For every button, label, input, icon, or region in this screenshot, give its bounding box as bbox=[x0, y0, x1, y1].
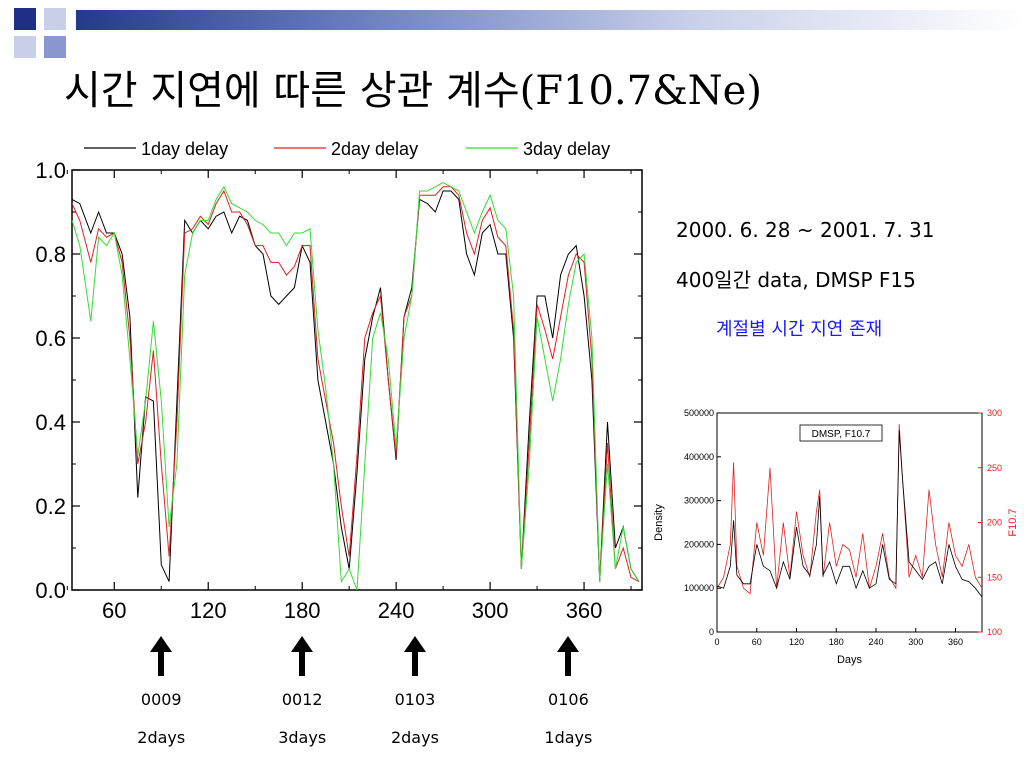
legend-label-1: 1day delay bbox=[141, 139, 228, 159]
legend-label-3: 3day delay bbox=[523, 139, 610, 159]
inset-y2-label: F10.7 bbox=[1007, 508, 1019, 536]
period-text: 2000. 6. 28 ~ 2001. 7. 31 bbox=[676, 218, 935, 242]
slide-title: 시간 지연에 따른 상관 계수(F10.7&Ne) bbox=[64, 68, 762, 114]
marker-delay: 1days bbox=[544, 728, 593, 747]
inset-title-box bbox=[799, 424, 883, 442]
up-arrow-icon bbox=[150, 636, 173, 676]
inset-y2-tick-label: 300 bbox=[987, 408, 1002, 418]
inset-x-tick-label: 120 bbox=[789, 637, 804, 647]
inset-y2-tick-label: 200 bbox=[987, 518, 1002, 528]
density-line bbox=[716, 430, 983, 598]
inset-y2-tick-label: 250 bbox=[987, 463, 1002, 473]
inset-y2-tick-label: 100 bbox=[987, 627, 1002, 637]
series-line-3 bbox=[71, 182, 640, 591]
inset-x-tick-label: 60 bbox=[752, 637, 762, 647]
marker-delay: 3days bbox=[278, 728, 327, 747]
x-tick-label: 300 bbox=[472, 598, 509, 623]
inset-x-tick-label: 240 bbox=[868, 637, 883, 647]
y-tick-label: 0.0 bbox=[35, 578, 66, 603]
inset-title: DMSP, F10.7 bbox=[812, 429, 871, 440]
marker-code: 0012 bbox=[281, 690, 323, 709]
deco-square-light bbox=[14, 36, 36, 58]
y-tick-label: 1.0 bbox=[35, 158, 66, 183]
f107-line bbox=[716, 423, 983, 595]
up-arrow-icon bbox=[403, 636, 426, 676]
x-tick-label: 360 bbox=[566, 598, 603, 623]
inset-x-tick-label: 0 bbox=[714, 637, 719, 647]
inset-y2-tick-label: 150 bbox=[987, 572, 1002, 582]
inset-y-tick-label: 200000 bbox=[684, 539, 714, 549]
x-tick-label: 180 bbox=[284, 598, 321, 623]
inset-y-tick-label: 500000 bbox=[684, 408, 714, 418]
season-note: 계절별 시간 지연 존재 bbox=[716, 319, 883, 340]
inset-x-label: Days bbox=[837, 654, 863, 666]
x-tick-label: 60 bbox=[102, 598, 126, 623]
deco-square-mid bbox=[44, 36, 66, 58]
marker-delay: 2days bbox=[390, 728, 439, 747]
dataset-text: 400일간 data, DMSP F15 bbox=[676, 268, 916, 292]
up-arrow-icon bbox=[291, 636, 314, 676]
dmsp-f107-chart: 0 60 120 180 240 300 360 0 100000 200000 300000 400… bbox=[653, 408, 1019, 666]
inset-x-tick-label: 300 bbox=[908, 637, 923, 647]
inset-y-tick-label: 400000 bbox=[684, 452, 714, 462]
x-tick-label: 240 bbox=[378, 598, 415, 623]
marker-code: 0103 bbox=[394, 690, 436, 709]
header-gradient-bar bbox=[76, 10, 1024, 30]
x-tick-label: 120 bbox=[190, 598, 227, 623]
up-arrow-icon bbox=[557, 636, 580, 676]
y-tick-label: 0.8 bbox=[35, 242, 66, 267]
inset-y-tick-label: 0 bbox=[709, 627, 714, 637]
inset-x-tick-label: 360 bbox=[948, 637, 963, 647]
deco-square-dark bbox=[14, 8, 36, 30]
inset-x-tick-label: 180 bbox=[829, 637, 844, 647]
legend-label-2: 2day delay bbox=[331, 139, 418, 159]
inset-y-tick-label: 100000 bbox=[684, 583, 714, 593]
marker-delay: 2days bbox=[137, 728, 186, 747]
y-tick-label: 0.6 bbox=[35, 326, 66, 351]
y-tick-label: 0.2 bbox=[35, 494, 66, 519]
inset-y-tick-label: 300000 bbox=[684, 496, 714, 506]
marker-code: 0106 bbox=[548, 690, 589, 709]
series-line-2 bbox=[71, 186, 640, 583]
marker-code: 0009 bbox=[140, 690, 182, 709]
series-line-1 bbox=[71, 190, 640, 582]
inset-y-label: Density bbox=[653, 504, 665, 541]
y-tick-label: 0.4 bbox=[35, 410, 66, 435]
deco-square-light bbox=[44, 8, 66, 30]
